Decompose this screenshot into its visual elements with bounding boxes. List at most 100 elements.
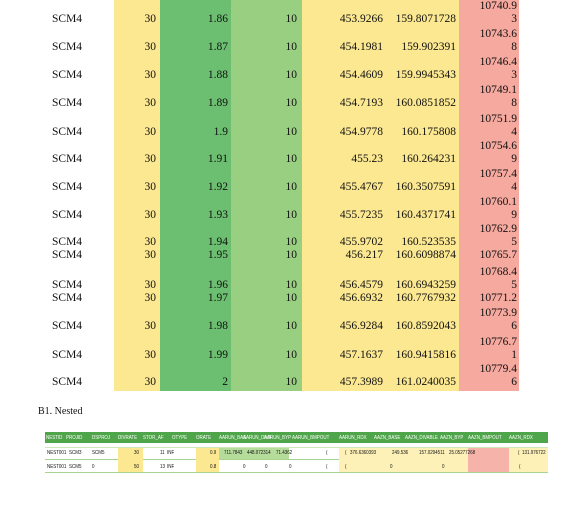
cell: 131.976722 xyxy=(522,450,546,456)
cell: 10 xyxy=(285,153,298,165)
cell: 157.0294511 xyxy=(419,450,445,456)
cell: 11 xyxy=(160,450,165,456)
cell: 10773.96 xyxy=(479,307,517,332)
cell: 10 xyxy=(285,13,298,25)
cell: ( xyxy=(345,450,347,456)
cell: 30 xyxy=(144,320,157,332)
cell: SCM5 xyxy=(92,450,105,456)
cell: 455.9702 xyxy=(339,236,383,248)
cell: 10 xyxy=(285,97,298,109)
cell: SCM4 xyxy=(52,209,83,221)
cell: 10 xyxy=(285,69,298,81)
cell: ( xyxy=(518,450,520,456)
cell: SCM4 xyxy=(52,236,83,248)
cell: 1.86 xyxy=(207,13,228,25)
cell: 0.8 xyxy=(210,464,217,470)
cell: 10746.43 xyxy=(479,56,517,81)
cell: 1.99 xyxy=(207,349,228,361)
cell: 454.4609 xyxy=(339,69,383,81)
cell: 160.9415816 xyxy=(395,349,456,361)
cell: 10 xyxy=(285,292,298,304)
column-bg xyxy=(160,0,231,391)
cell: 30 xyxy=(144,69,157,81)
header-cell: DIVRATE xyxy=(118,435,138,441)
header-cell: AAZN_BYP xyxy=(440,435,464,441)
cell: 10757.44 xyxy=(479,168,517,193)
cell: 30 xyxy=(144,279,157,291)
cell: 30 xyxy=(144,181,157,193)
cell: 1.97 xyxy=(207,292,228,304)
cell: 456.9284 xyxy=(339,320,383,332)
cell-bg xyxy=(339,448,548,472)
cell: 455.4767 xyxy=(339,181,383,193)
cell: 0.9 xyxy=(210,450,217,456)
cell: 457.3989 xyxy=(339,376,383,388)
cell: SCM4 xyxy=(52,97,83,109)
cell: 0 xyxy=(92,464,95,470)
cell: 160.8592043 xyxy=(395,320,456,332)
cell: 10779.46 xyxy=(479,363,517,388)
header-cell: AAZN_RDX xyxy=(509,435,533,441)
cell: 30 xyxy=(144,249,157,261)
cell: 2 xyxy=(222,376,228,388)
cell: 160.0851852 xyxy=(395,97,456,109)
cell: ( xyxy=(345,464,347,470)
cell: 25.05277268 xyxy=(449,450,476,456)
header-cell: AARUN_DIVA xyxy=(243,435,272,441)
column-bg xyxy=(114,0,160,391)
cell: 160.6098874 xyxy=(395,249,456,261)
cell: 10 xyxy=(285,41,298,53)
cell: 30 xyxy=(144,349,157,361)
cell: SCM4 xyxy=(52,13,83,25)
cell: 10776.71 xyxy=(479,336,517,361)
cell: SCM4 xyxy=(52,126,83,138)
cell: 160.4371741 xyxy=(395,209,456,221)
cell: 456.217 xyxy=(345,249,383,261)
header-cell: AARUN_BAS xyxy=(219,435,247,441)
cell: 160.523535 xyxy=(401,236,456,248)
cell: 30 xyxy=(144,97,157,109)
cell: 1.87 xyxy=(207,41,228,53)
column-bg xyxy=(302,0,459,391)
cell: SCM3 xyxy=(69,450,82,456)
column-bg xyxy=(231,0,302,391)
cell: 10 xyxy=(285,376,298,388)
cell: 71.4362 xyxy=(276,450,293,456)
cell: 30 xyxy=(144,292,157,304)
row-bg xyxy=(45,447,548,460)
cell: 160.175808 xyxy=(401,126,456,138)
header-cell: NESTID xyxy=(46,435,63,441)
cell: 10 xyxy=(285,279,298,291)
cell: ( xyxy=(519,464,521,470)
cell: 1.88 xyxy=(207,69,228,81)
cell: SCM4 xyxy=(52,292,83,304)
cell: SCM4 xyxy=(52,279,83,291)
header-cell: AARUN_BMPOUT xyxy=(292,435,330,441)
header-cell: PROJID xyxy=(66,435,83,441)
cell-bg xyxy=(196,448,219,472)
cell: 30 xyxy=(144,41,157,53)
cell: 159.9945343 xyxy=(395,69,456,81)
cell: 1.94 xyxy=(207,236,228,248)
cell: 10 xyxy=(285,236,298,248)
cell: 711.7843 xyxy=(224,450,243,456)
cell: 1.95 xyxy=(207,249,228,261)
cell: 456.6932 xyxy=(339,292,383,304)
cell: 1.93 xyxy=(207,209,228,221)
cell: 455.7235 xyxy=(339,209,383,221)
cell: 161.0240035 xyxy=(395,376,456,388)
header-cell: AAZN_DIVABLE xyxy=(405,435,438,441)
header-cell: AARUN_RDX xyxy=(339,435,367,441)
cell: 10751.94 xyxy=(479,113,517,138)
cell: 1.98 xyxy=(207,320,228,332)
cell: 457.1637 xyxy=(339,349,383,361)
cell: SCM4 xyxy=(52,181,83,193)
cell: 10754.69 xyxy=(479,140,517,165)
header-cell: STOR_AF xyxy=(143,435,164,441)
cell: 0 xyxy=(243,464,246,470)
cell: ( xyxy=(326,464,328,470)
header-cell: AARUN_BYP xyxy=(264,435,292,441)
cell: INF xyxy=(167,464,175,470)
cell: 454.9778 xyxy=(339,126,383,138)
